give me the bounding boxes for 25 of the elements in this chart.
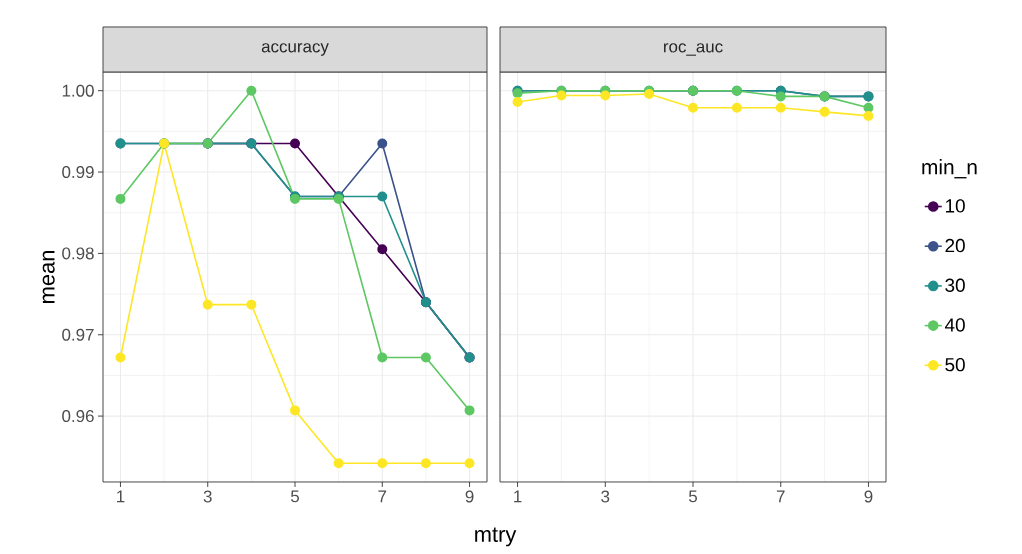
y-tick-label: 0.97 <box>62 328 94 341</box>
legend-label: 10 <box>945 199 965 213</box>
x-tick-label: 5 <box>688 490 697 503</box>
x-tick-label: 3 <box>203 490 212 503</box>
y-tick-label: 0.99 <box>62 166 94 179</box>
x-tick-label: 1 <box>117 490 125 503</box>
y-axis-title: mean <box>42 251 55 303</box>
legend-label: 40 <box>944 318 965 332</box>
x-tick-label: 9 <box>864 490 873 503</box>
x-tick-label: 7 <box>776 490 785 503</box>
y-tick-label: 0.96 <box>62 410 94 423</box>
y-tick-label: 1.00 <box>62 84 94 97</box>
x-tick-label: 9 <box>465 490 474 503</box>
chart-title: roc_auc <box>664 43 723 56</box>
chart-title: accuracy <box>261 43 329 56</box>
legend-label: 50 <box>945 357 965 372</box>
x-tick-label: 1 <box>514 490 522 503</box>
x-axis-title: mtry <box>475 527 517 547</box>
x-tick-label: 3 <box>601 490 610 503</box>
legend-title: min_n <box>922 159 977 179</box>
x-tick-label: 5 <box>290 490 299 503</box>
legend-label: 20 <box>945 238 965 253</box>
y-tick-label: 0.98 <box>62 247 94 260</box>
legend-label: 30 <box>945 278 965 292</box>
x-tick-label: 7 <box>378 490 387 503</box>
